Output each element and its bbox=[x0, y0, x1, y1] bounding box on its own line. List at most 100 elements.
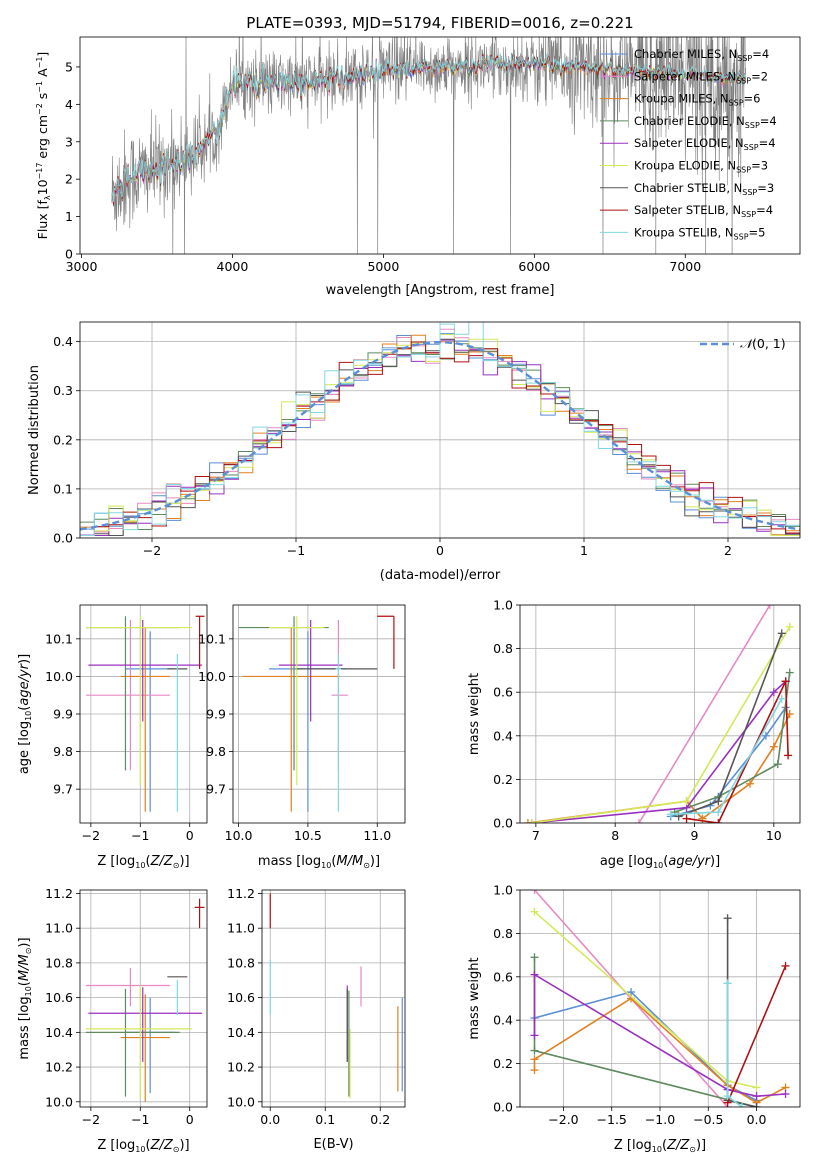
errorbar-salpeter_miles bbox=[85, 620, 170, 771]
panel-weight-vs-age: 7 8 9 10 0.0 0.2 0.4 0.6 0.8 1.0 age [log10(age/yr… bbox=[467, 598, 801, 870]
errorbar-salpeter_stelib bbox=[377, 615, 395, 669]
y-tick-label: 10.2 bbox=[227, 1060, 255, 1075]
weight-marker-kroupa_elodie bbox=[752, 1083, 761, 1092]
weight-marker-kroupa_elodie bbox=[530, 907, 539, 916]
weight-marker-chabrier_stelib bbox=[777, 629, 786, 638]
axes-frame bbox=[79, 36, 801, 255]
y-axis-label: mass [log10(M/M⊙)] bbox=[17, 937, 33, 1059]
weight-marker-kroupa_stelib bbox=[723, 979, 732, 988]
x-tick-label: 7 bbox=[532, 828, 540, 843]
y-tick-label: 0 bbox=[65, 247, 73, 262]
weight-line-chabrier_elodie bbox=[533, 957, 757, 1107]
y-tick-label: 10.6 bbox=[227, 990, 255, 1005]
y-tick-label: 0.2 bbox=[493, 1056, 513, 1071]
y-tick-label: 0.8 bbox=[493, 641, 513, 656]
plot-area bbox=[262, 890, 405, 1107]
y-tick-label: 10.1 bbox=[45, 631, 73, 646]
weight-marker-salpeter_stelib bbox=[682, 814, 691, 823]
weight-marker-salpeter_elodie bbox=[769, 688, 778, 697]
y-tick-label: 9.9 bbox=[206, 707, 226, 722]
y-tick-label: 11.0 bbox=[45, 921, 73, 936]
y-axis-label: mass weight bbox=[467, 673, 482, 755]
y-tick-label: 9.9 bbox=[53, 707, 73, 722]
x-axis-label: wavelength [Angstrom, rest frame] bbox=[326, 283, 555, 298]
weight-line-kroupa_elodie bbox=[531, 626, 791, 823]
axes-frame bbox=[519, 604, 801, 824]
y-tick-label: 0.2 bbox=[493, 772, 513, 787]
legend-label-gauss: 𝒩(0, 1) bbox=[740, 336, 786, 351]
weight-marker-salpeter_stelib bbox=[781, 961, 790, 970]
errorbar-salpeter_stelib bbox=[194, 898, 205, 929]
errorbar-salpeter_miles bbox=[331, 620, 349, 771]
panel-mass-vs-ebv: 0.0 0.1 0.2 10.0 10.2 10.4 10.6 10.8 11.0 11.2 E(B… bbox=[227, 886, 406, 1152]
y-tick-label: 0.6 bbox=[493, 969, 513, 984]
plot-area bbox=[233, 605, 405, 823]
axis-label: Z [log10(Z/Z⊙)] bbox=[97, 1138, 189, 1154]
x-tick-label: 0 bbox=[186, 1112, 194, 1127]
weight-marker-kroupa_elodie bbox=[785, 622, 794, 631]
x-tick-label: 10.5 bbox=[294, 828, 322, 843]
legend-label-kroupa_stelib: Kroupa STELIB, NSSP=5 bbox=[634, 225, 765, 241]
y-tick-label: 9.8 bbox=[206, 744, 226, 759]
x-tick-label: 5000 bbox=[367, 259, 399, 274]
x-tick-label: 4000 bbox=[217, 259, 249, 274]
x-axis-label: (data-model)/error bbox=[380, 568, 501, 583]
x-tick-label: −1.0 bbox=[645, 1112, 675, 1127]
weight-line-chabrier_elodie bbox=[674, 672, 791, 813]
legend-label-chabrier_elodie: Chabrier ELODIE, NSSP=4 bbox=[634, 114, 777, 130]
axis-label: mass [log10(M/M⊙)] bbox=[258, 854, 380, 870]
panel-weight-vs-Z: −2.0 −1.5 −1.0 −0.5 0.0 0.0 0.2 0.4 0.6 0.8 1.0 Z [… bbox=[467, 883, 801, 1154]
x-tick-label: 0.0 bbox=[747, 1112, 767, 1127]
weight-marker-kroupa_stelib bbox=[738, 1103, 747, 1107]
x-tick-label: 7000 bbox=[669, 259, 701, 274]
errorbar-kroupa_stelib bbox=[335, 653, 342, 812]
x-tick-label: −0.5 bbox=[693, 1112, 723, 1127]
weight-marker-chabrier_elodie bbox=[530, 1046, 539, 1055]
residual-legend: 𝒩(0, 1) bbox=[700, 336, 786, 351]
x-tick-label: −1 bbox=[131, 1112, 149, 1127]
weight-marker-chabrier_elodie bbox=[773, 760, 782, 769]
legend-label-salpeter_miles: Salpeter MILES, NSSP=2 bbox=[634, 69, 768, 85]
y-tick-label: 0.4 bbox=[493, 728, 513, 743]
weight-marker-chabrier_stelib bbox=[714, 797, 723, 806]
x-tick-label: −2 bbox=[143, 543, 161, 558]
weight-marker-chabrier_elodie bbox=[530, 953, 539, 962]
weight-line-kroupa_elodie bbox=[533, 911, 757, 1089]
legend-label-chabrier_stelib: Chabrier STELIB, NSSP=3 bbox=[634, 181, 774, 197]
plot-area bbox=[111, 37, 747, 254]
plot-area bbox=[520, 890, 800, 1107]
weight-marker-kroupa_miles bbox=[530, 1055, 539, 1064]
y-tick-label: 0.2 bbox=[53, 432, 73, 447]
y-tick-label: 0.4 bbox=[53, 334, 73, 349]
legend-label-chabrier_miles: Chabrier MILES, NSSP=4 bbox=[634, 47, 769, 63]
axis-label: Z [log10(Z/Z⊙)] bbox=[614, 1138, 706, 1154]
weight-line-salpeter_miles bbox=[638, 605, 771, 823]
weight-line-salpeter_stelib bbox=[726, 965, 787, 1104]
y-tick-label: 1 bbox=[65, 209, 73, 224]
errorbar-salpeter_elodie bbox=[88, 987, 203, 1062]
gauss-curve bbox=[80, 340, 800, 531]
weight-marker-salpeter_elodie bbox=[781, 1089, 790, 1098]
y-tick-label: 3 bbox=[65, 134, 73, 149]
weight-marker-kroupa_miles bbox=[523, 819, 532, 823]
weight-marker-salpeter_miles bbox=[530, 890, 539, 894]
errorbar-kroupa_miles bbox=[120, 627, 170, 812]
x-tick-label: −1.5 bbox=[597, 1112, 627, 1127]
weight-marker-chabrier_stelib bbox=[752, 1103, 761, 1107]
x-tick-label: 0.1 bbox=[315, 1112, 335, 1127]
y-axis-label: Normed distribution bbox=[27, 365, 42, 495]
x-tick-label: 10.0 bbox=[225, 828, 253, 843]
y-tick-label: 10.1 bbox=[198, 631, 226, 646]
errorbar-chabrier_miles bbox=[125, 997, 175, 1094]
x-tick-label: 0.2 bbox=[370, 1112, 390, 1127]
x-tick-label: 0 bbox=[186, 828, 194, 843]
x-tick-label: −2.0 bbox=[548, 1112, 578, 1127]
axis-label: Z [log10(Z/Z⊙)] bbox=[97, 854, 189, 870]
y-tick-label: 0.0 bbox=[493, 816, 513, 831]
x-tick-label: 6000 bbox=[518, 259, 550, 274]
errorbar-chabrier_miles bbox=[125, 631, 175, 812]
errorbar-salpeter_stelib bbox=[195, 615, 205, 669]
panel-mass-vs-Z: −2 −1 0 10.0 10.2 10.4 10.6 10.8 11.0 11.2 Z [log1… bbox=[17, 886, 208, 1154]
weight-marker-salpeter_stelib bbox=[784, 751, 793, 760]
